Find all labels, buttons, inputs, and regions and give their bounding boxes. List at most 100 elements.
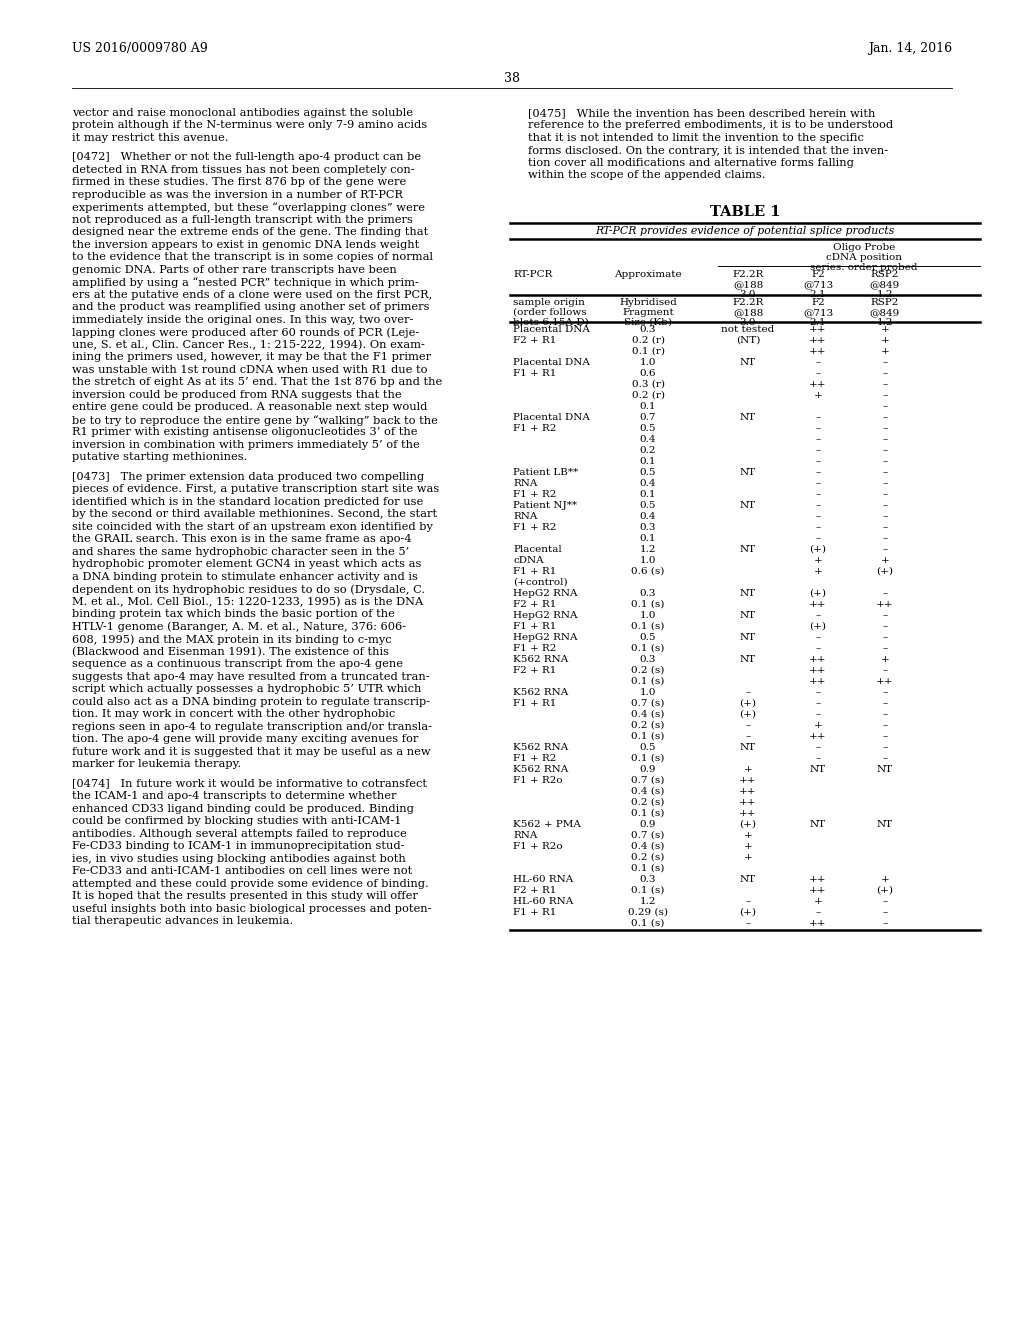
Text: (+): (+) (810, 545, 826, 554)
Text: –: – (815, 611, 820, 620)
Text: –: – (815, 479, 820, 488)
Text: identified which is in the standard location predicted for use: identified which is in the standard loca… (72, 496, 423, 507)
Text: immediately inside the original ones. In this way, two over-: immediately inside the original ones. In… (72, 315, 414, 325)
Text: NT: NT (810, 820, 826, 829)
Text: F1 + R1: F1 + R1 (513, 908, 556, 917)
Text: and the product was reamplified using another set of primers: and the product was reamplified using an… (72, 302, 429, 313)
Text: RNA: RNA (513, 832, 538, 840)
Text: ++: ++ (809, 875, 826, 884)
Text: +: + (814, 556, 822, 565)
Text: ++: ++ (809, 677, 826, 686)
Text: tion. It may work in concert with the other hydrophobic: tion. It may work in concert with the ot… (72, 709, 395, 719)
Text: blots 6.15A-D): blots 6.15A-D) (513, 318, 589, 327)
Text: regions seen in apo-4 to regulate transcription and/or transla-: regions seen in apo-4 to regulate transc… (72, 722, 432, 731)
Text: 0.1 (s): 0.1 (s) (632, 677, 665, 686)
Text: –: – (883, 622, 888, 631)
Text: +: + (814, 391, 822, 400)
Text: lapping clones were produced after 60 rounds of PCR (Leje-: lapping clones were produced after 60 ro… (72, 327, 419, 338)
Text: (order follows: (order follows (513, 308, 587, 317)
Text: –: – (883, 457, 888, 466)
Text: RT-PCR: RT-PCR (513, 271, 552, 279)
Text: –: – (883, 413, 888, 422)
Text: –: – (883, 710, 888, 719)
Text: +: + (881, 875, 890, 884)
Text: (+control): (+control) (513, 578, 567, 587)
Text: (NT): (NT) (736, 337, 760, 345)
Text: [0473]   The primer extension data produced two compelling: [0473] The primer extension data produce… (72, 471, 424, 482)
Text: @849: @849 (869, 280, 900, 289)
Text: 0.4: 0.4 (640, 436, 656, 444)
Text: –: – (815, 413, 820, 422)
Text: F1 + R1: F1 + R1 (513, 370, 556, 378)
Text: tial therapeutic advances in leukemia.: tial therapeutic advances in leukemia. (72, 916, 293, 927)
Text: +: + (881, 655, 890, 664)
Text: 0.2 (s): 0.2 (s) (632, 853, 665, 862)
Text: –: – (815, 469, 820, 477)
Text: ++: ++ (809, 655, 826, 664)
Text: –: – (815, 634, 820, 642)
Text: 1.0: 1.0 (640, 688, 656, 697)
Text: NT: NT (877, 820, 893, 829)
Text: suggests that apo-4 may have resulted from a truncated tran-: suggests that apo-4 may have resulted fr… (72, 672, 430, 681)
Text: –: – (883, 380, 888, 389)
Text: (+): (+) (877, 568, 894, 576)
Text: 0.7 (s): 0.7 (s) (632, 700, 665, 708)
Text: amplified by using a “nested PCR” technique in which prim-: amplified by using a “nested PCR” techni… (72, 277, 419, 288)
Text: not reproduced as a full-length transcript with the primers: not reproduced as a full-length transcri… (72, 215, 413, 224)
Text: designed near the extreme ends of the gene. The finding that: designed near the extreme ends of the ge… (72, 227, 428, 238)
Text: –: – (815, 644, 820, 653)
Text: ++: ++ (809, 380, 826, 389)
Text: 0.1 (s): 0.1 (s) (632, 865, 665, 873)
Text: ++: ++ (809, 601, 826, 609)
Text: F1 + R2: F1 + R2 (513, 424, 556, 433)
Text: –: – (815, 688, 820, 697)
Text: –: – (883, 634, 888, 642)
Text: ++: ++ (809, 919, 826, 928)
Text: 0.6: 0.6 (640, 370, 656, 378)
Text: F2 + R1: F2 + R1 (513, 601, 556, 609)
Text: It is hoped that the results presented in this study will offer: It is hoped that the results presented i… (72, 891, 418, 902)
Text: useful insights both into basic biological processes and poten-: useful insights both into basic biologic… (72, 904, 431, 913)
Text: 608, 1995) and the MAX protein in its binding to c-myc: 608, 1995) and the MAX protein in its bi… (72, 634, 391, 644)
Text: series. order probed: series. order probed (810, 263, 918, 272)
Text: vector and raise monoclonal antibodies against the soluble: vector and raise monoclonal antibodies a… (72, 108, 413, 117)
Text: F1 + R2: F1 + R2 (513, 754, 556, 763)
Text: ies, in vivo studies using blocking antibodies against both: ies, in vivo studies using blocking anti… (72, 854, 406, 863)
Text: Placental DNA: Placental DNA (513, 325, 590, 334)
Text: +: + (814, 568, 822, 576)
Text: dependent on its hydrophobic residues to do so (Drysdale, C.: dependent on its hydrophobic residues to… (72, 585, 425, 595)
Text: 0.6 (s): 0.6 (s) (632, 568, 665, 576)
Text: –: – (883, 700, 888, 708)
Text: 0.5: 0.5 (640, 634, 656, 642)
Text: –: – (883, 391, 888, 400)
Text: F2.2R: F2.2R (732, 271, 764, 279)
Text: une, S. et al., Clin. Cancer Res., 1: 215-222, 1994). On exam-: une, S. et al., Clin. Cancer Res., 1: 21… (72, 339, 425, 350)
Text: ++: ++ (809, 347, 826, 356)
Text: F1 + R2: F1 + R2 (513, 523, 556, 532)
Text: not tested: not tested (721, 325, 774, 334)
Text: ining the primers used, however, it may be that the F1 primer: ining the primers used, however, it may … (72, 352, 431, 363)
Text: (+): (+) (739, 710, 757, 719)
Text: site coincided with the start of an upstream exon identified by: site coincided with the start of an upst… (72, 521, 433, 532)
Text: inversion in combination with primers immediately 5’ of the: inversion in combination with primers im… (72, 440, 420, 450)
Text: –: – (883, 908, 888, 917)
Text: firmed in these studies. The first 876 bp of the gene were: firmed in these studies. The first 876 b… (72, 177, 407, 187)
Text: –: – (883, 721, 888, 730)
Text: 0.1 (s): 0.1 (s) (632, 644, 665, 653)
Text: RNA: RNA (513, 479, 538, 488)
Text: 0.3: 0.3 (640, 325, 656, 334)
Text: sample origin: sample origin (513, 298, 585, 308)
Text: 0.2 (s): 0.2 (s) (632, 721, 665, 730)
Text: +: + (881, 325, 890, 334)
Text: 0.1 (s): 0.1 (s) (632, 754, 665, 763)
Text: F1 + R2o: F1 + R2o (513, 842, 562, 851)
Text: @849: @849 (869, 308, 900, 317)
Text: 0.1 (s): 0.1 (s) (632, 886, 665, 895)
Text: entire gene could be produced. A reasonable next step would: entire gene could be produced. A reasona… (72, 403, 427, 412)
Text: marker for leukemia therapy.: marker for leukemia therapy. (72, 759, 242, 770)
Text: 3.0: 3.0 (739, 290, 757, 300)
Text: ++: ++ (809, 667, 826, 675)
Text: (+): (+) (877, 886, 894, 895)
Text: 0.7: 0.7 (640, 413, 656, 422)
Text: the inversion appears to exist in genomic DNA lends weight: the inversion appears to exist in genomi… (72, 240, 419, 249)
